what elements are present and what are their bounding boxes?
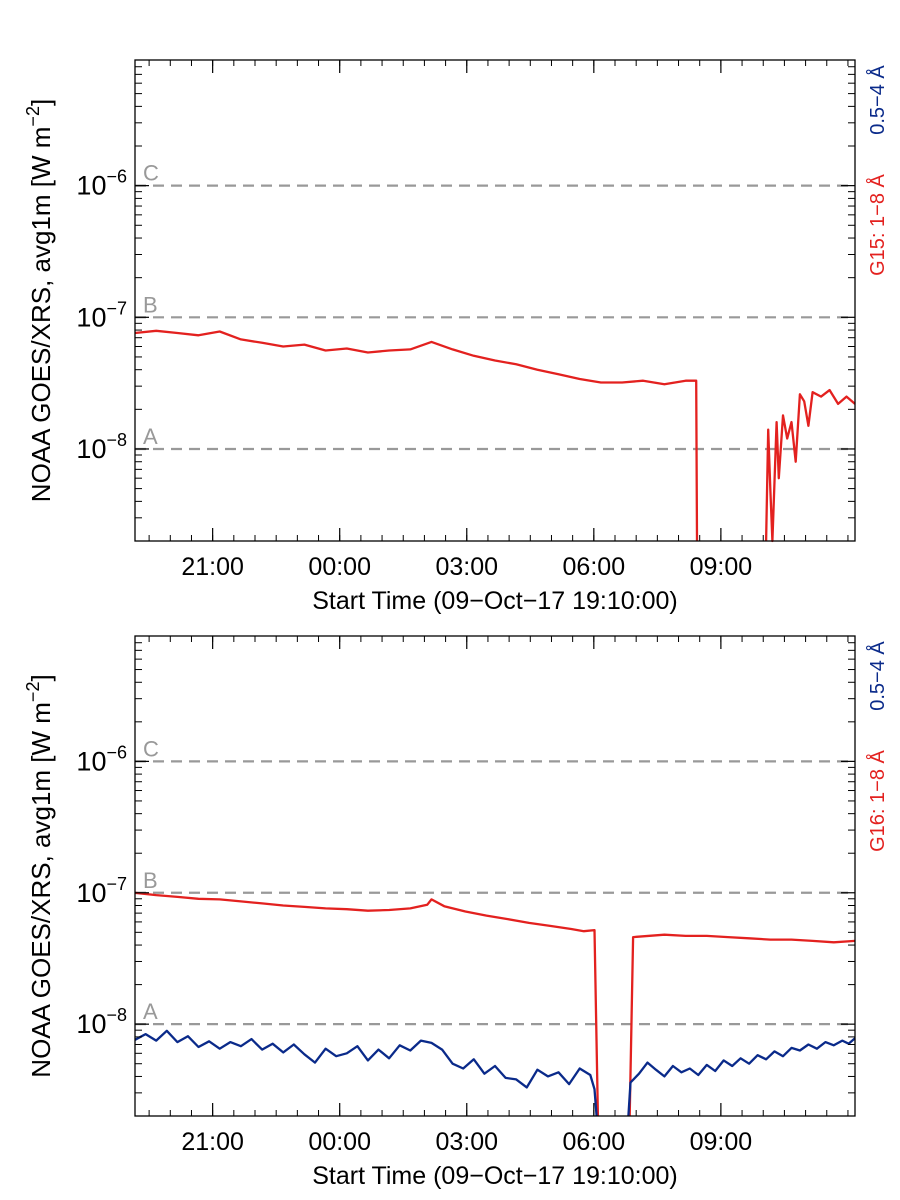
series-line-long-channel <box>764 388 856 543</box>
legend-long-channel: G15: 1−8 Å <box>866 173 889 275</box>
threshold-label: B <box>143 292 158 317</box>
plot-frame <box>134 59 856 542</box>
threshold-label: C <box>143 736 159 761</box>
chart-panel-1: C B A 10−6 10−7 10−8 21:00 00:00 03:00 06:00 09:00… <box>23 59 889 615</box>
y-tick-label: 10−7 <box>76 874 127 908</box>
series-line-long-channel <box>134 329 699 542</box>
x-tick-label: 09:00 <box>690 553 753 581</box>
y-tick-label: 10−8 <box>76 430 127 464</box>
x-tick-label: 06:00 <box>563 1128 626 1156</box>
y-axis-label: NOAA GOES/XRS, avg1m [W m−2] <box>23 674 56 1077</box>
x-tick-label: 03:00 <box>435 553 498 581</box>
legend-long-channel: G16: 1−8 Å <box>866 749 889 851</box>
threshold-label: A <box>143 424 158 449</box>
threshold-label: A <box>143 999 158 1024</box>
chart-panel-2: C B A 10−6 10−7 10−8 21:00 00:00 03:00 06:00 09:00… <box>23 635 889 1190</box>
series-line-short-channel <box>627 1037 856 1117</box>
y-tick-label: 10−6 <box>76 167 127 201</box>
x-tick-label: 03:00 <box>435 1128 498 1156</box>
legend-short-channel: 0.5−4 Å <box>866 65 889 135</box>
x-axis-label: Start Time (09−Oct−17 19:10:00) <box>312 1162 677 1190</box>
y-axis-label: NOAA GOES/XRS, avg1m [W m−2] <box>23 99 56 502</box>
threshold-label: C <box>143 161 159 186</box>
x-tick-label: 21:00 <box>181 553 244 581</box>
y-tick-label: 10−6 <box>76 742 127 776</box>
x-tick-label: 21:00 <box>181 1128 244 1156</box>
y-tick-label: 10−7 <box>76 298 127 332</box>
y-tick-label: 10−8 <box>76 1005 127 1039</box>
series-line-short-channel <box>134 1029 598 1117</box>
threshold-label: B <box>143 868 158 893</box>
plot-frame <box>134 635 856 1117</box>
series-line-long-channel <box>134 891 600 1117</box>
x-axis-label: Start Time (09−Oct−17 19:10:00) <box>312 587 677 615</box>
x-tick-label: 09:00 <box>690 1128 753 1156</box>
x-tick-label: 06:00 <box>563 553 626 581</box>
x-tick-label: 00:00 <box>308 553 371 581</box>
series-line-long-channel <box>628 933 856 1117</box>
x-tick-label: 00:00 <box>308 1128 371 1156</box>
legend-short-channel: 0.5−4 Å <box>866 641 889 711</box>
